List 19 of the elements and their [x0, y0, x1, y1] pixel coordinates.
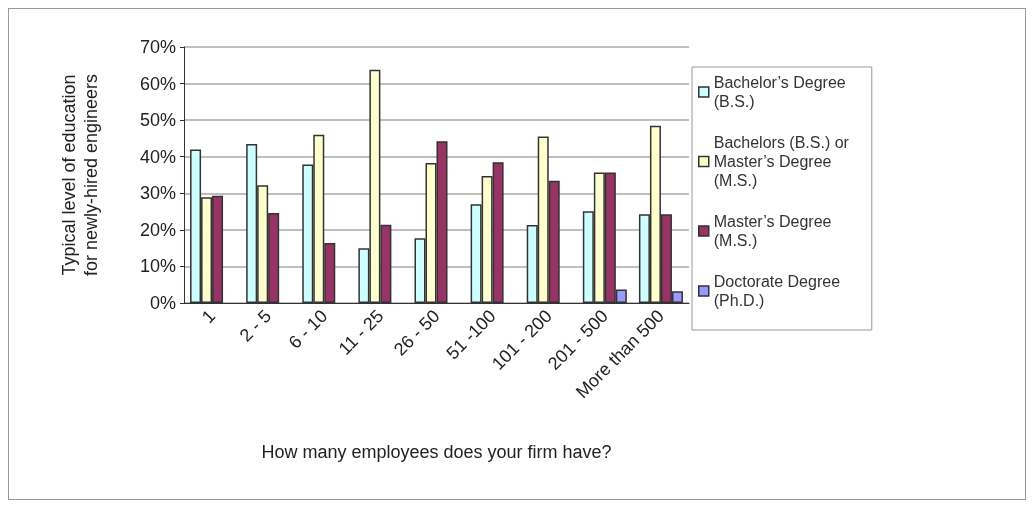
y-axis-title: Typical level of education for newly-hired engineers	[59, 73, 101, 277]
y-tick-label: 50%	[139, 110, 176, 131]
legend-label: Doctorate Degree (Ph.D.)	[713, 273, 845, 309]
x-tick-label: 6 - 10	[284, 305, 332, 353]
legend-label: Bachelor’s Degree (B.S.)	[713, 74, 851, 110]
y-tick-label: 0%	[149, 293, 176, 313]
y-tick-label: 40%	[139, 146, 176, 167]
y-tick-label: 60%	[139, 73, 176, 94]
y-tick-label: 20%	[139, 219, 176, 240]
y-tick-label: 10%	[139, 256, 176, 277]
legend-label: Bachelors (B.S.) or Master’s Degree (M.S.)	[713, 134, 854, 189]
legend-label: Master’s Degree (M.S.)	[713, 213, 836, 249]
x-tick-label: 26 - 50	[389, 305, 444, 360]
x-axis-title: How many employees does your firm have?	[261, 442, 612, 462]
x-tick-label: 11 - 25	[334, 305, 388, 359]
y-tick-label: 70%	[139, 37, 176, 57]
y-tick-label: 30%	[139, 183, 176, 204]
x-tick-label: 2 - 5	[235, 305, 276, 346]
x-tick-label: 1	[197, 305, 220, 328]
